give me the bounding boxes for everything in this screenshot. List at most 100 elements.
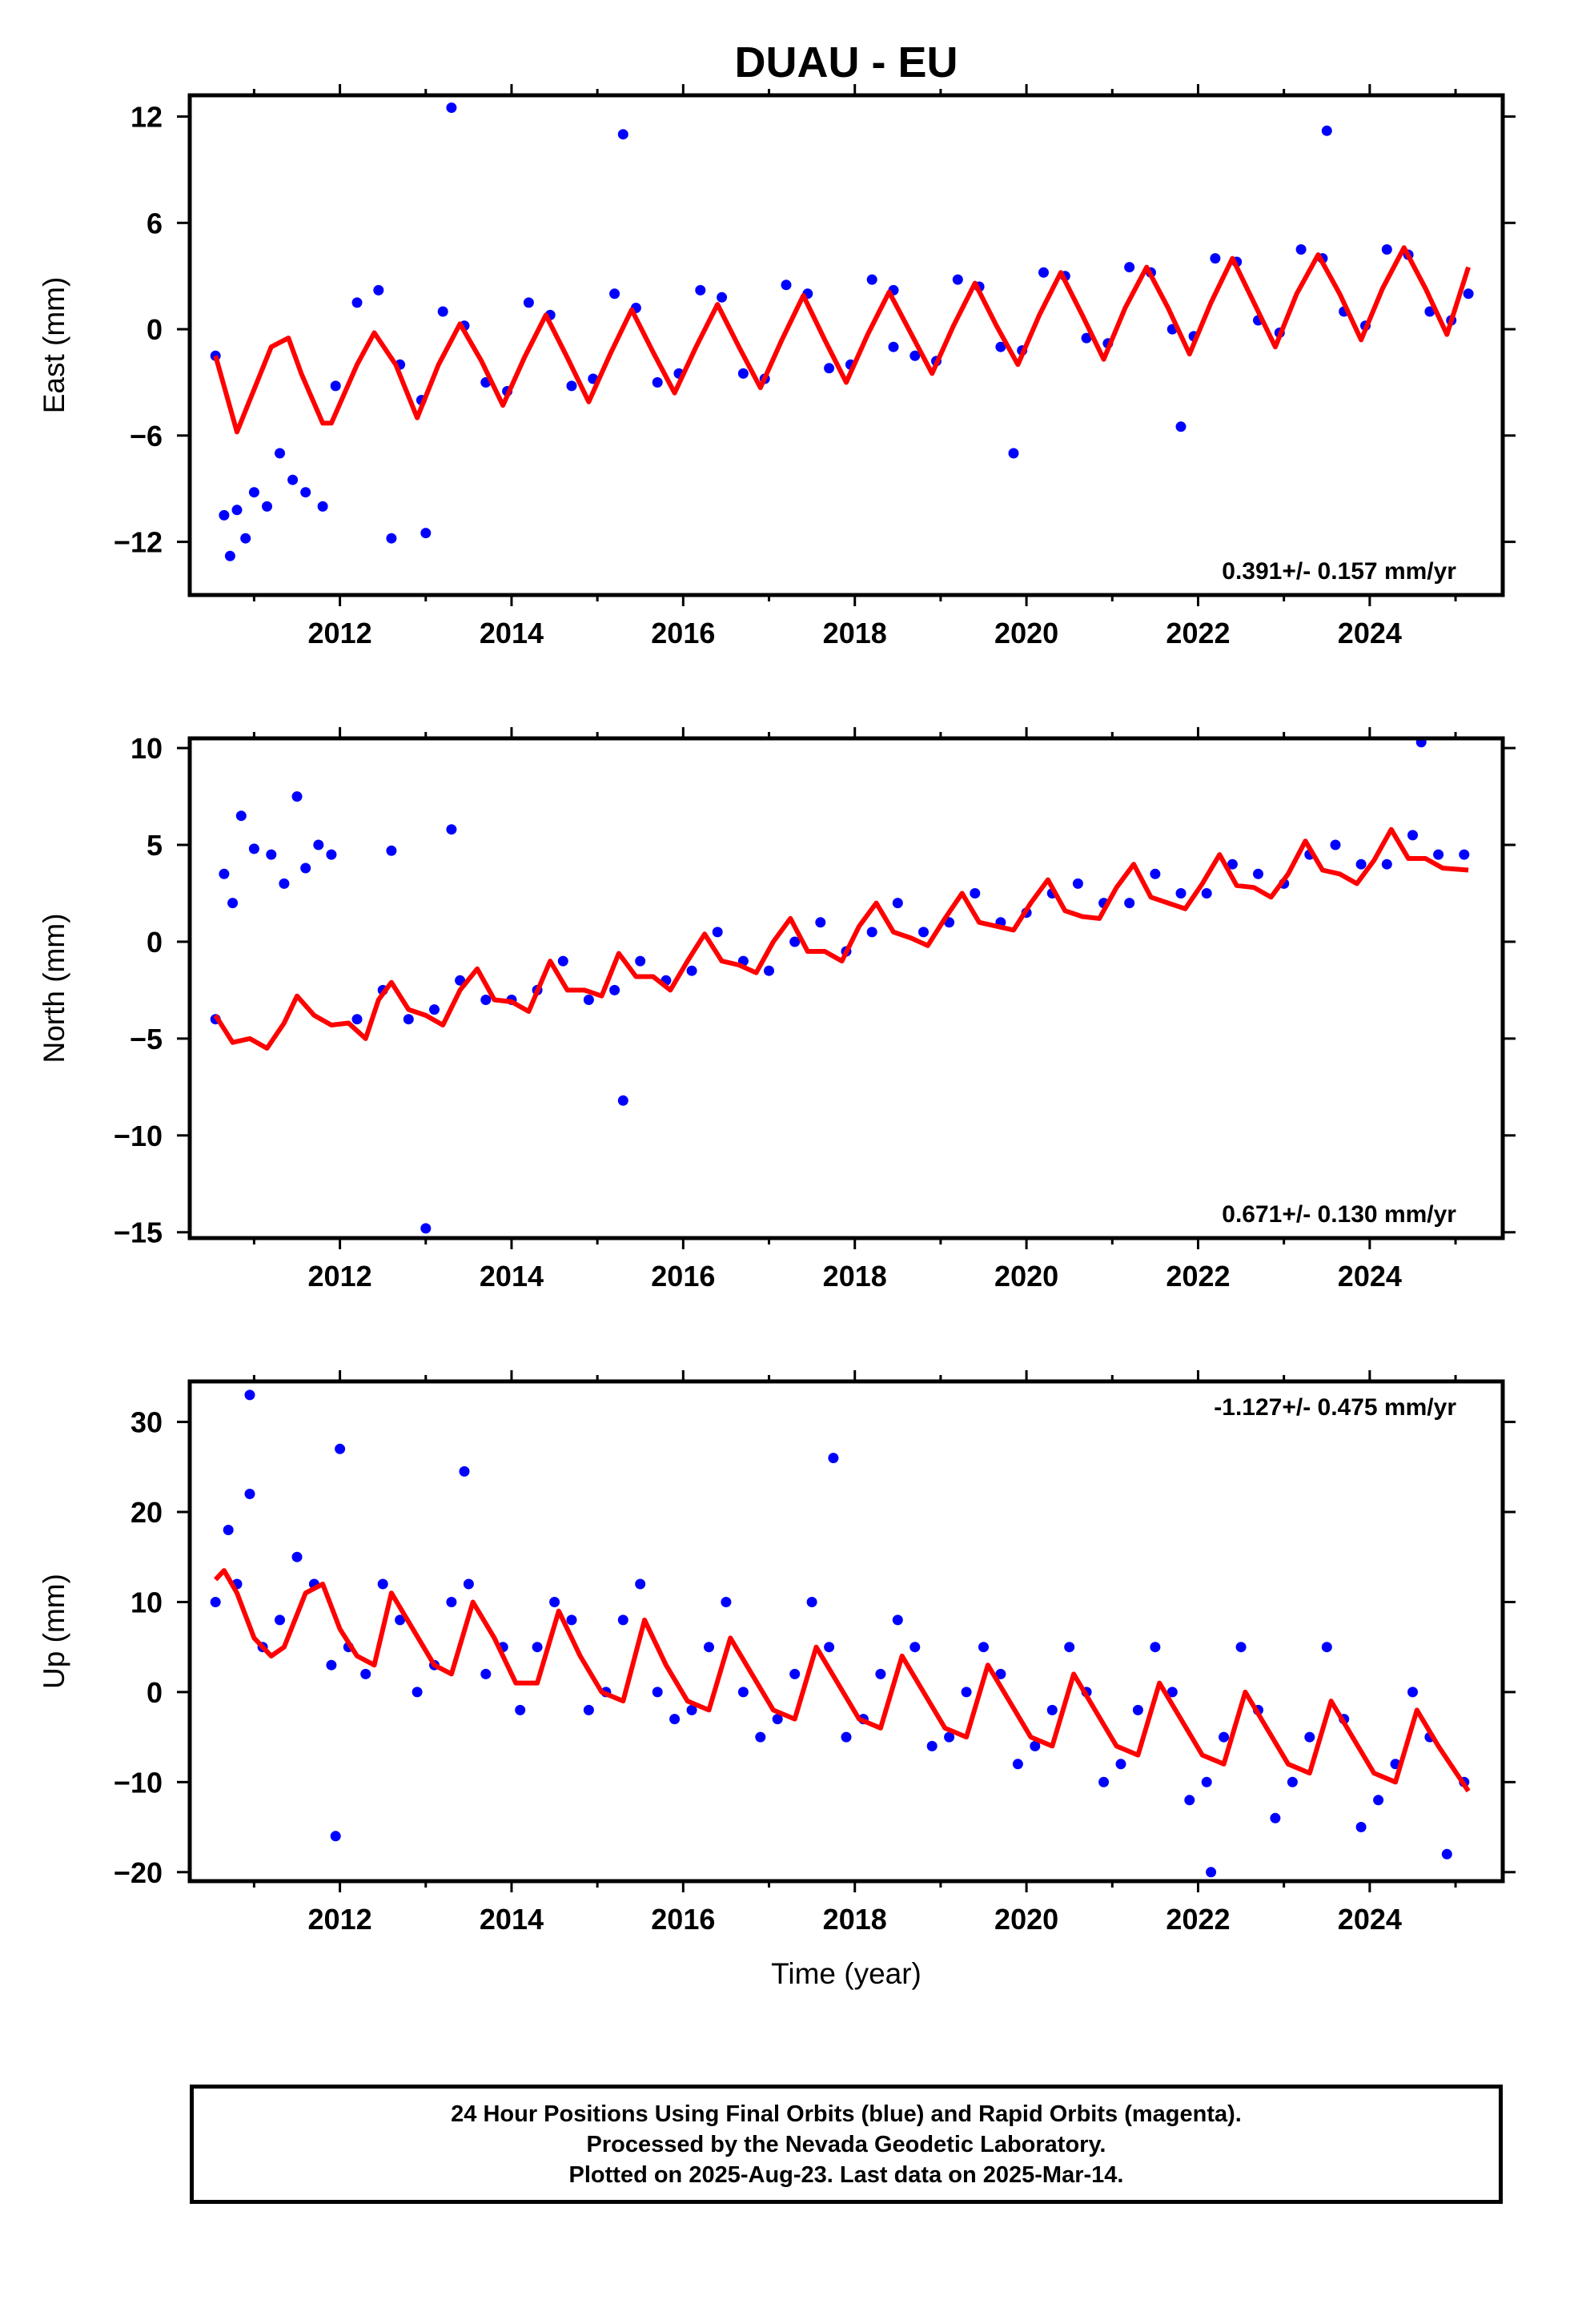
data-point [635, 1578, 646, 1590]
data-point [532, 1642, 543, 1653]
points-group [210, 1389, 1470, 1878]
data-point [617, 1614, 628, 1626]
x-tick-label: 2020 [994, 1260, 1058, 1293]
points-group [210, 738, 1470, 1234]
plot-frame [187, 93, 1505, 597]
footer-line-plotted: Plotted on 2025-Aug-23. Last data on 202… [568, 2161, 1124, 2188]
points-group [210, 103, 1474, 561]
x-tick-label: 2024 [1338, 1260, 1402, 1293]
data-point [317, 501, 328, 512]
data-point [970, 888, 981, 899]
data-point [455, 975, 466, 986]
x-tick-label: 2020 [994, 617, 1058, 649]
data-point [549, 1597, 560, 1607]
y-tick-label: −10 [114, 1120, 163, 1152]
data-point [223, 1525, 234, 1535]
data-point [995, 341, 1006, 352]
y-tick-label: −6 [130, 420, 163, 452]
data-point [1201, 888, 1212, 899]
data-point [686, 965, 697, 976]
data-point [1407, 830, 1418, 841]
x-tick-label: 2014 [480, 1260, 544, 1293]
data-point [291, 791, 303, 802]
footer-line-orbits: 24 Hour Positions Using Final Orbits (bl… [451, 2101, 1242, 2127]
data-point [789, 936, 801, 947]
data-point [866, 274, 877, 285]
data-point [300, 487, 311, 498]
data-point [695, 284, 706, 296]
data-point [429, 1004, 440, 1015]
data-point [1235, 1642, 1247, 1653]
data-point [244, 1489, 255, 1499]
data-point [1407, 1687, 1418, 1698]
data-point [437, 306, 448, 317]
data-point [961, 1687, 972, 1698]
data-point [386, 533, 397, 544]
data-point [219, 868, 230, 879]
data-point [781, 279, 792, 291]
data-point [480, 1668, 492, 1679]
data-point [287, 474, 299, 485]
data-point [1295, 244, 1307, 255]
x-tick-label: 2012 [308, 617, 372, 649]
data-point [1038, 267, 1049, 278]
data-point [459, 1466, 470, 1477]
data-point [386, 845, 397, 856]
data-point [351, 297, 363, 308]
footer-line-processed: Processed by the Nevada Geodetic Laborat… [586, 2131, 1106, 2157]
y-tick-label: −10 [114, 1766, 163, 1799]
data-point [412, 1687, 423, 1698]
x-tick-label: 2018 [823, 1260, 887, 1293]
data-point [892, 1614, 903, 1626]
data-point [824, 1642, 835, 1653]
data-point [1415, 738, 1427, 748]
data-point [828, 1453, 839, 1464]
data-point [866, 927, 877, 938]
data-point [772, 1714, 783, 1725]
data-point [1150, 1642, 1161, 1653]
plot-frame [187, 736, 1505, 1240]
data-point [523, 297, 534, 308]
model-fit-line [214, 1568, 1471, 1793]
data-point [1355, 858, 1367, 870]
data-point [1132, 1704, 1143, 1715]
data-point [248, 843, 259, 854]
data-point [1287, 1776, 1298, 1787]
data-point [1115, 1759, 1126, 1770]
model-fit-line [213, 245, 1471, 435]
data-point [652, 377, 663, 388]
x-tick-label: 2022 [1166, 617, 1230, 649]
x-tick-label: 2016 [651, 1903, 715, 1936]
x-tick-label: 2024 [1338, 617, 1402, 649]
data-point [1072, 878, 1083, 889]
data-point [789, 1668, 801, 1679]
data-point [652, 1687, 663, 1698]
data-point [480, 995, 492, 1005]
data-point [403, 1014, 414, 1025]
data-point [1330, 839, 1341, 850]
data-point [721, 1597, 732, 1607]
data-point [1008, 448, 1019, 459]
data-point [1433, 849, 1444, 860]
data-point [1030, 1740, 1041, 1751]
data-point [446, 103, 457, 113]
data-point [210, 1597, 221, 1607]
data-point [566, 380, 577, 392]
x-tick-label: 2024 [1338, 1903, 1402, 1936]
north-panel: 2012 2014 2016 2018 2020 2022 2024 −15 −10 −5 0 5 10… [38, 727, 1516, 1293]
data-point [952, 274, 963, 285]
data-point [1459, 849, 1470, 860]
data-point [617, 129, 628, 140]
data-point [279, 878, 290, 889]
data-point [326, 1659, 337, 1671]
data-point [224, 550, 235, 561]
data-point [330, 380, 341, 392]
data-point [1355, 1822, 1367, 1832]
data-point [266, 849, 277, 860]
y-tick-label: −15 [114, 1216, 163, 1249]
data-point [262, 501, 272, 512]
data-point [1321, 1642, 1332, 1653]
y-tick-label: 0 [147, 1676, 163, 1709]
data-point [395, 1614, 406, 1626]
data-point [617, 1095, 628, 1106]
